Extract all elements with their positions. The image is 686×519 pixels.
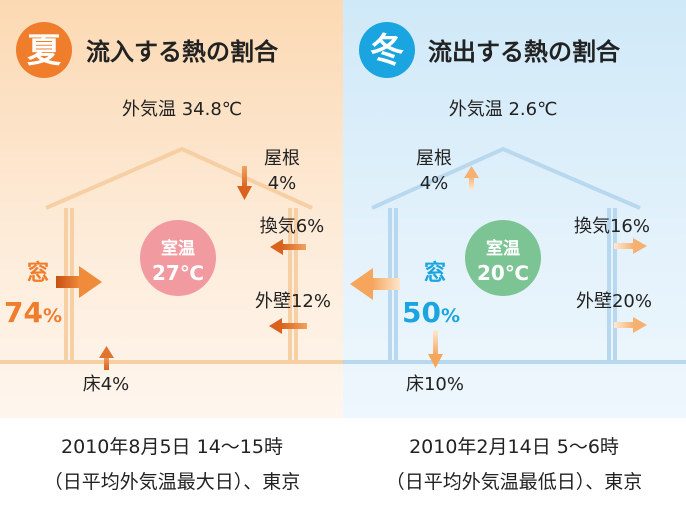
winter-season-char: 冬 <box>370 31 404 71</box>
winter-wall-arrow <box>614 317 647 333</box>
winter-window-name: 窓 <box>424 260 446 286</box>
summer-vent: 換気6% <box>260 216 325 237</box>
winter-caption-line2: （日平均外気温最低日）、東京 <box>386 471 643 493</box>
winter-floor-arrow <box>428 330 443 368</box>
summer-floor: 床4% <box>83 374 130 395</box>
summer-roof-pct: 4% <box>268 173 297 194</box>
summer-season-badge <box>16 22 72 78</box>
winter-title: 流出する熱の割合 <box>428 38 621 66</box>
summer-wall: 外壁12% <box>255 291 331 312</box>
summer-window-value: 74% <box>4 296 62 329</box>
winter-roof-arrow <box>464 166 479 190</box>
summer-window-arrow <box>56 266 102 298</box>
winter-room-temp: 20℃ <box>477 261 529 285</box>
winter-roof-name: 屋根 <box>416 148 452 169</box>
summer-window-name: 窓 <box>27 260 49 286</box>
summer-room-label: 室温 <box>161 238 195 259</box>
summer-roof-name: 屋根 <box>264 148 300 169</box>
winter-wall: 外壁20% <box>576 291 652 312</box>
winter-window-value: 50% <box>402 296 460 329</box>
summer-title: 流入する熱の割合 <box>86 38 279 66</box>
summer-season-char: 夏 <box>27 31 62 71</box>
winter-vent: 換気16% <box>574 216 650 237</box>
summer-caption-line1: 2010年8月5日 14～15時 <box>61 436 283 458</box>
summer-floor-arrow <box>99 346 114 370</box>
winter-outdoor-temp: 外気温 2.6℃ <box>449 99 558 120</box>
summer-caption-line2: （日平均外気温最大日）、東京 <box>44 471 301 493</box>
winter-room-circle <box>465 220 541 296</box>
summer-roof-arrow <box>237 166 252 200</box>
summer-window-unit: % <box>43 305 62 327</box>
winter-season-badge <box>359 22 415 78</box>
summer-wall-arrow <box>269 318 307 334</box>
winter-roof-pct: 4% <box>420 173 449 194</box>
winter-window-unit: % <box>441 305 460 327</box>
summer-outdoor-temp: 外気温 34.8℃ <box>122 99 242 120</box>
summer-window-num: 74 <box>4 296 43 329</box>
summer-panel: 夏 流入する熱の割合 外気温 34.8℃ 室温 27℃ 屋根 4% 換気6% <box>0 0 343 418</box>
summer-room-circle <box>140 220 216 296</box>
summer-room-temp: 27℃ <box>152 261 204 285</box>
winter-window-arrow <box>350 268 400 300</box>
winter-window-num: 50 <box>402 296 441 329</box>
winter-floor: 床10% <box>406 374 464 395</box>
winter-vent-arrow <box>614 238 647 254</box>
winter-caption-line1: 2010年2月14日 5～6時 <box>409 436 619 458</box>
winter-panel: 冬 流出する熱の割合 外気温 2.6℃ 室温 20℃ 屋根 4% 換気16% <box>343 0 686 418</box>
summer-vent-arrow <box>270 239 306 255</box>
winter-room-label: 室温 <box>486 238 520 259</box>
